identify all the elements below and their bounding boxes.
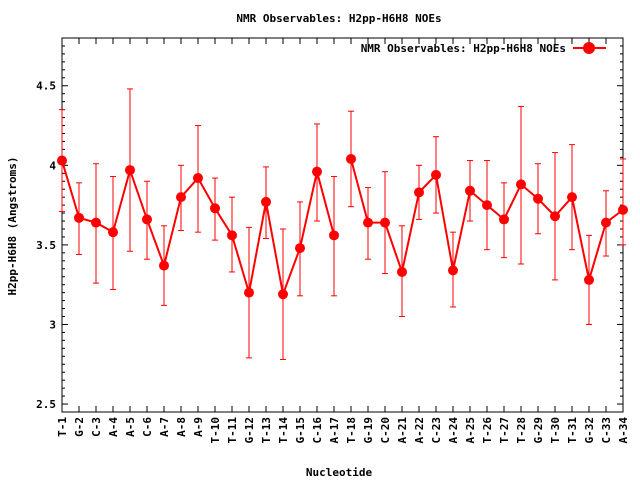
x-tick-label: A-24 <box>447 417 460 444</box>
data-point <box>91 217 101 228</box>
data-point <box>329 230 339 241</box>
x-tick-label: G-2 <box>73 417 86 437</box>
x-tick-label: T-26 <box>481 417 494 444</box>
data-point <box>482 200 492 211</box>
x-tick-label: A-7 <box>158 417 171 437</box>
x-tick-label: A-4 <box>107 417 120 437</box>
data-point <box>567 192 577 203</box>
x-tick-label: T-28 <box>515 417 528 444</box>
x-tick-label: G-19 <box>362 417 375 444</box>
data-point <box>125 165 135 176</box>
data-point <box>278 289 288 300</box>
x-tick-label: G-29 <box>532 417 545 444</box>
x-tick-label: A-22 <box>413 417 426 444</box>
x-tick-label: T-10 <box>209 417 222 444</box>
data-point <box>176 192 186 203</box>
y-axis-label: H2pp-H6H8 (Angstroms) <box>6 156 19 295</box>
x-tick-label: G-32 <box>583 417 596 444</box>
x-tick-label: T-14 <box>277 417 290 444</box>
x-tick-label: C-20 <box>379 417 392 444</box>
data-point <box>465 185 475 196</box>
x-tick-label: G-15 <box>294 417 307 444</box>
x-tick-label: T-13 <box>260 417 273 444</box>
data-point <box>159 260 169 271</box>
x-tick-label: A-8 <box>175 417 188 437</box>
data-point <box>550 211 560 222</box>
y-tick-label: 3 <box>49 318 56 331</box>
y-tick-label: 2.5 <box>36 398 56 411</box>
data-point <box>584 274 594 285</box>
data-point <box>295 243 305 254</box>
data-point <box>533 193 543 204</box>
data-point <box>210 203 220 214</box>
data-layer <box>57 88 628 360</box>
x-tick-label: A-17 <box>328 417 341 444</box>
data-point <box>397 266 407 277</box>
y-tick-label: 4 <box>49 159 56 172</box>
data-point <box>261 196 271 207</box>
x-tick-label: A-25 <box>464 417 477 444</box>
data-point <box>363 217 373 228</box>
plot-frame <box>61 37 624 413</box>
x-axis-label: Nucleotide <box>306 466 373 479</box>
x-tick-label: T-11 <box>226 417 239 444</box>
data-point <box>312 166 322 177</box>
x-tick-label: C-16 <box>311 417 324 444</box>
x-tick-label: T-18 <box>345 417 358 444</box>
data-point <box>74 212 84 223</box>
x-tick-label: T-31 <box>566 417 579 444</box>
x-tick-label: A-5 <box>124 417 137 437</box>
x-tick-label: T-1 <box>56 417 69 437</box>
axis-ticks: 2.5 3 3.5 4 4.5 T-1 G-2 C-3 A-4 A-5 C-6 A-7 A-8 A-9 T-… <box>36 38 630 444</box>
x-tick-label: A-34 <box>617 417 630 444</box>
x-tick-label: C-23 <box>430 417 443 444</box>
x-tick-label: C-6 <box>141 417 154 437</box>
data-point <box>448 265 458 276</box>
data-point <box>431 169 441 180</box>
legend-marker <box>583 42 595 54</box>
data-point <box>346 153 356 164</box>
x-tick-label: T-30 <box>549 417 562 444</box>
y-tick-label: 3.5 <box>36 239 56 252</box>
data-point <box>108 227 118 238</box>
data-point <box>193 173 203 184</box>
data-point <box>142 214 152 225</box>
x-tick-label: T-27 <box>498 417 511 444</box>
x-tick-label: G-12 <box>243 417 256 444</box>
data-point <box>380 217 390 228</box>
data-point <box>244 287 254 298</box>
data-point <box>601 217 611 228</box>
data-point <box>227 230 237 241</box>
x-tick-label: A-21 <box>396 417 409 444</box>
x-tick-label: A-9 <box>192 417 205 437</box>
data-point <box>57 155 67 166</box>
data-point <box>516 179 526 190</box>
data-point <box>499 214 509 225</box>
chart-title: NMR Observables: H2pp-H6H8 NOEs <box>236 12 441 25</box>
x-tick-label: C-3 <box>90 417 103 437</box>
data-point <box>618 204 628 215</box>
data-point <box>414 187 424 198</box>
x-tick-label: C-33 <box>600 417 613 444</box>
legend-label: NMR Observables: H2pp-H6H8 NOEs <box>361 42 566 55</box>
legend: NMR Observables: H2pp-H6H8 NOEs <box>361 42 606 55</box>
y-tick-label: 4.5 <box>36 80 56 93</box>
